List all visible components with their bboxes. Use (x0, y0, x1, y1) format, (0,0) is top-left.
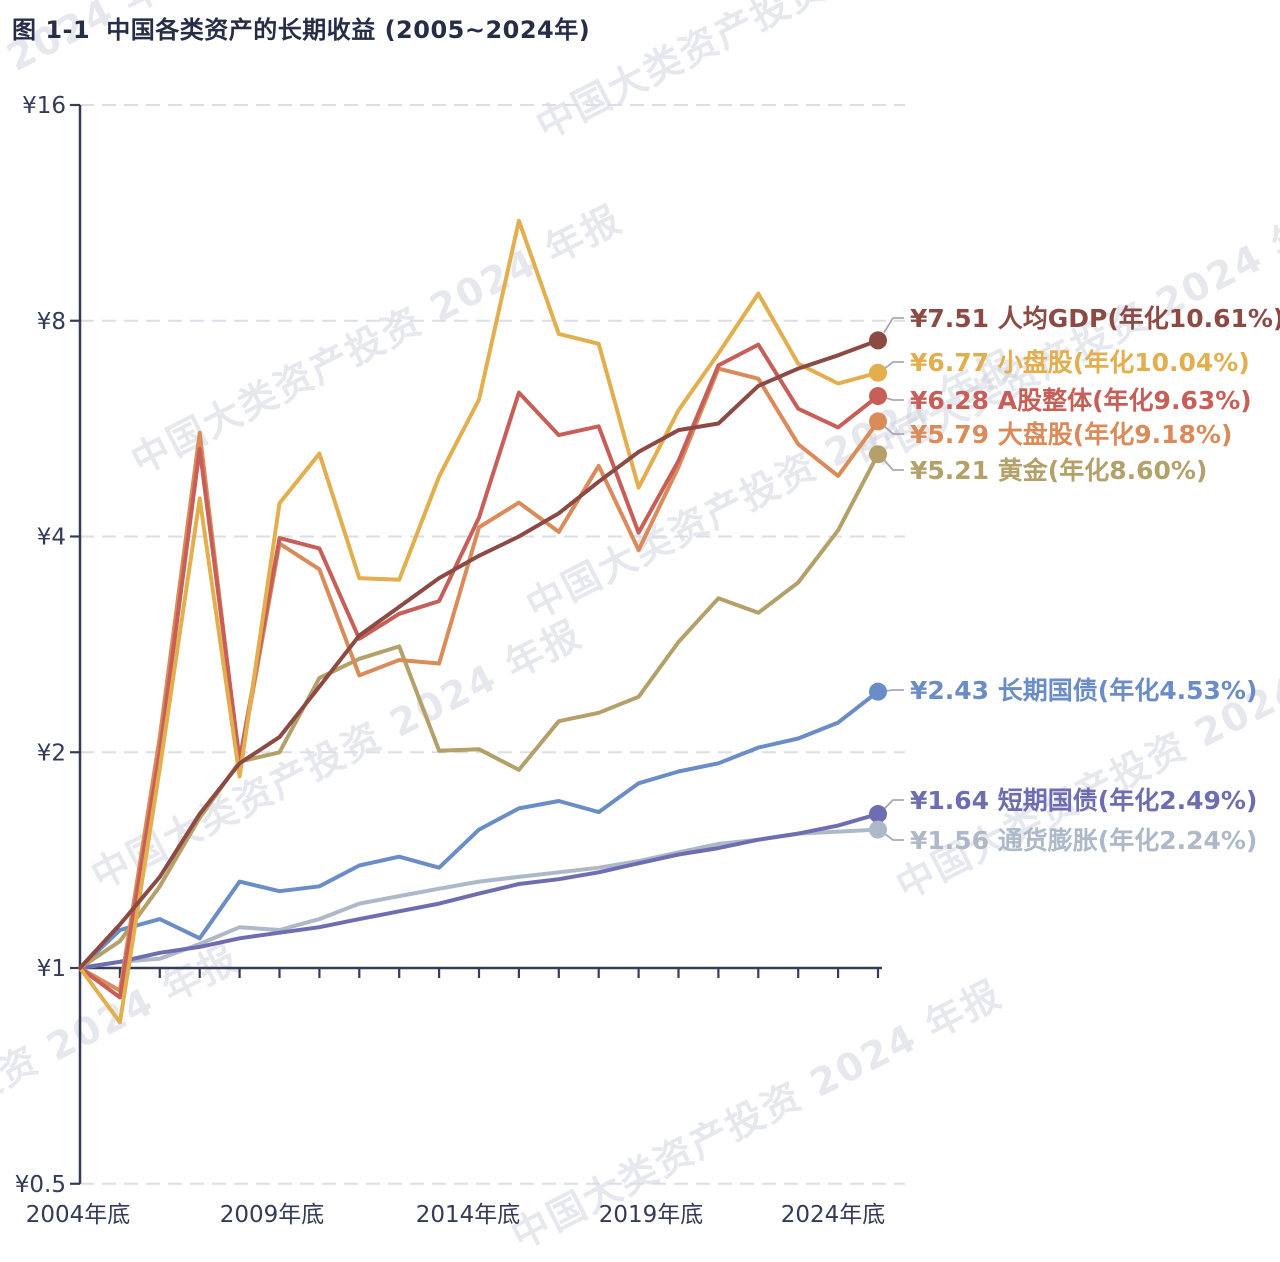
x-axis-label: 2024年底 (781, 1202, 886, 1228)
series-end-dot-small-cap (869, 363, 887, 382)
series-end-dot-a-share-total (869, 387, 887, 406)
x-axis-label: 2019年底 (599, 1202, 704, 1228)
series-label-small-cap: ¥6.77 小盘股(年化10.04%) (910, 348, 1250, 377)
y-axis-label: ¥0.5 (15, 1172, 66, 1198)
series-line-small-cap (78, 218, 880, 1025)
series-line-short-term-bond (78, 812, 880, 970)
series-end-dot-long-term-bond (869, 682, 887, 701)
watermark-text: 中国大类资产投资 2024 年报 (889, 622, 1280, 908)
series-end-dot-gold (869, 445, 887, 464)
label-leader-small-cap (883, 361, 904, 370)
label-leader-a-share-total (883, 396, 904, 401)
series-line-gdp-per-capita (78, 338, 880, 970)
series-line-a-share-total (78, 342, 880, 1000)
x-axis-label: 2014年底 (416, 1202, 521, 1228)
y-axis-label: ¥2 (37, 740, 66, 766)
watermark-text: 中国大类资产投资 2024 年报 (529, 0, 1034, 148)
series-label-gdp-per-capita: ¥7.51 人均GDP(年化10.61%) (910, 304, 1280, 333)
series-end-dot-short-term-bond (869, 805, 887, 824)
watermark-text: 中国大类资产投资 2024 年报 (504, 972, 1009, 1258)
figure-number: 图 1-1 (12, 16, 91, 44)
x-axis-label: 2009年底 (220, 1202, 325, 1228)
series-label-gold: ¥5.21 黄金(年化8.60%) (910, 456, 1207, 485)
series-label-inflation: ¥1.56 通货膨胀(年化2.24%) (910, 826, 1257, 855)
y-axis-label: ¥1 (37, 956, 66, 982)
y-axis-label: ¥8 (37, 309, 66, 335)
label-leader-gold (883, 459, 904, 471)
label-leader-inflation (883, 832, 904, 841)
figure-title: 图 1-1 中国各类资产的长期收益 (2005~2024年) (12, 10, 590, 45)
series-label-a-share-total: ¥6.28 A股整体(年化9.63%) (910, 386, 1252, 415)
label-leader-short-term-bond (883, 799, 904, 810)
series-line-long-term-bond (78, 689, 880, 970)
label-leader-large-cap (883, 425, 904, 435)
series-label-long-term-bond: ¥2.43 长期国债(年化4.53%) (910, 676, 1257, 705)
series-label-short-term-bond: ¥1.64 短期国债(年化2.49%) (910, 786, 1257, 815)
series-end-dot-gdp-per-capita (869, 331, 887, 350)
series-end-dot-large-cap (869, 412, 887, 431)
label-leader-gdp-per-capita (883, 317, 904, 334)
y-axis-label: ¥4 (37, 525, 66, 551)
y-axis-label: ¥16 (22, 93, 66, 119)
x-axis-label: 2004年底 (26, 1202, 131, 1228)
series-end-dot-inflation (869, 820, 887, 839)
series-label-large-cap: ¥5.79 大盘股(年化9.18%) (910, 420, 1232, 449)
label-leader-long-term-bond (883, 689, 904, 692)
figure-caption: 中国各类资产的长期收益 (2005~2024年) (106, 16, 591, 44)
